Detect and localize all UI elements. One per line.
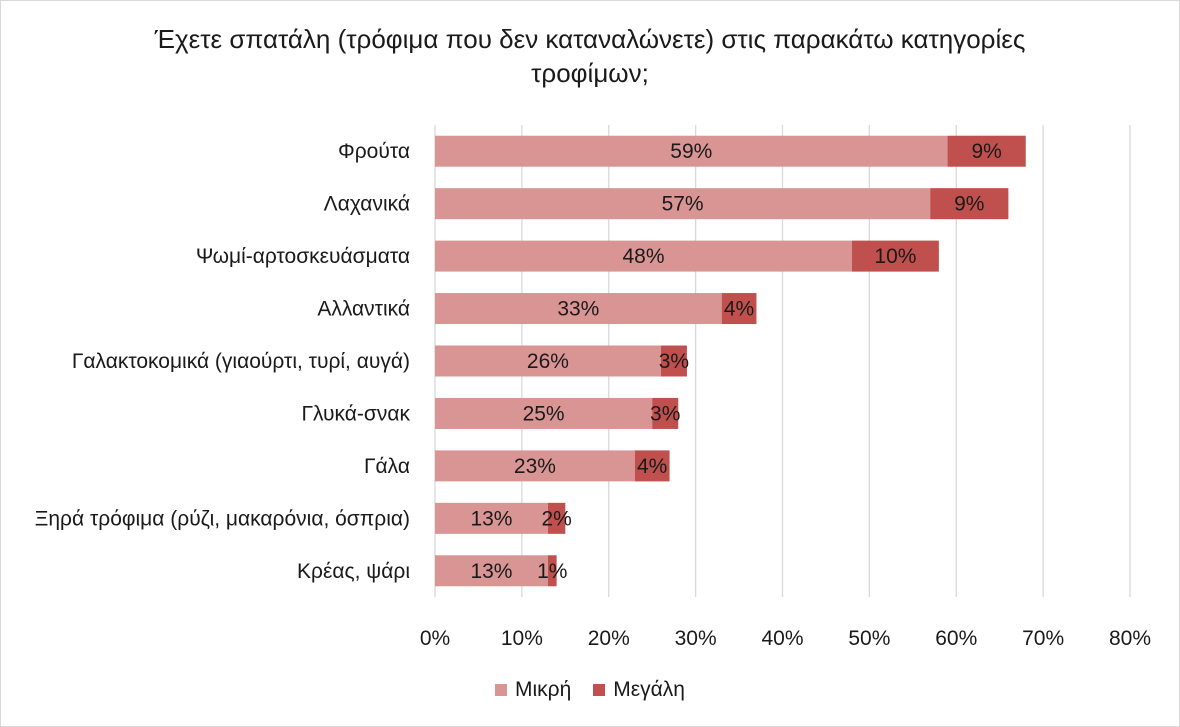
bar-large (634, 450, 670, 482)
value-axis: 0% 10% 20% 30% 40% 50% 60% 70% 80% (420, 627, 1151, 650)
x-tick-label: 30% (675, 627, 717, 650)
x-tick-label: 20% (588, 627, 630, 650)
bar-large (852, 240, 939, 272)
legend-item-large: Μεγάλη (593, 678, 685, 702)
data-label-large: 2% (541, 507, 571, 530)
data-label-small: 23% (514, 455, 556, 478)
bar-small (435, 555, 548, 587)
bar-large (660, 345, 687, 377)
x-tick-label: 40% (761, 627, 803, 650)
category-label: Ξηρά τρόφιμα (ρύζι, μακαρόνια, όσπρια) (35, 507, 410, 530)
bar-small (435, 188, 931, 220)
bar-large (721, 293, 757, 325)
category-label: Κρέας, ψάρι (297, 560, 410, 583)
category-label: Ψωμί-αρτοσκευάσματα (196, 245, 410, 268)
bar-small (435, 240, 852, 272)
x-tick-label: 60% (935, 627, 977, 650)
bar-small (435, 293, 722, 325)
data-label-small: 26% (527, 350, 569, 373)
x-tick-label: 70% (1022, 627, 1064, 650)
bars (435, 135, 1026, 587)
category-label: Λαχανικά (324, 193, 410, 216)
legend-item-small: Μικρή (495, 678, 571, 702)
bar-small (435, 397, 653, 429)
category-label: Γάλα (364, 455, 410, 478)
x-tick-label: 10% (501, 627, 543, 650)
x-tick-label: 80% (1109, 627, 1151, 650)
category-label: Γαλακτοκομικά (γιαούρτι, τυρί, αυγά) (72, 350, 410, 373)
category-label: Γλυκά-σνακ (301, 402, 410, 425)
chart-title-line-2: τροφίμων; (531, 58, 649, 88)
chart-title: Έχετε σπατάλη (τρόφιμα που δεν καταναλών… (130, 22, 1050, 90)
data-label-large: 3% (650, 402, 680, 425)
bar-large (547, 502, 566, 534)
data-label-small: 13% (470, 560, 512, 583)
bar-small (435, 345, 661, 377)
data-label-small: 48% (622, 245, 664, 268)
data-label-small: 33% (557, 298, 599, 321)
bar-small (435, 135, 948, 167)
data-labels: 59% 9% 57% 9% 48% 10% 33% 4% 26% 3% 25% 3% 23% 4% 13% 2… (470, 140, 1001, 583)
data-label-small: 57% (662, 193, 704, 216)
data-label-small: 59% (670, 140, 712, 163)
bar-small (435, 450, 635, 482)
data-label-large: 9% (954, 193, 984, 216)
bar-small (435, 502, 548, 534)
x-tick-label: 50% (848, 627, 890, 650)
chart-title-line-1: Έχετε σπατάλη (τρόφιμα που δεν καταναλών… (154, 24, 1026, 54)
bar-large (930, 188, 1009, 220)
category-label: Φρούτα (338, 140, 410, 163)
data-label-large: 4% (724, 298, 754, 321)
data-label-large: 3% (659, 350, 689, 373)
legend: Μικρή Μεγάλη (0, 678, 1180, 702)
legend-label-large: Μεγάλη (613, 678, 685, 701)
bar-large (652, 397, 679, 429)
legend-swatch-large (593, 684, 606, 696)
category-axis: Φρούτα Λαχανικά Ψωμί-αρτοσκευάσματα Αλλαντι… (35, 140, 411, 583)
data-label-large: 1% (537, 560, 567, 583)
bar-large (547, 555, 557, 587)
bar-large (947, 135, 1026, 167)
legend-label-small: Μικρή (515, 678, 572, 701)
x-tick-label: 0% (420, 627, 450, 650)
legend-swatch-small (495, 684, 507, 696)
data-label-large: 4% (637, 455, 667, 478)
category-label: Αλλαντικά (317, 298, 410, 321)
data-label-large: 9% (971, 140, 1001, 163)
data-label-large: 10% (874, 245, 916, 268)
data-label-small: 25% (523, 402, 565, 425)
data-label-small: 13% (470, 507, 512, 530)
